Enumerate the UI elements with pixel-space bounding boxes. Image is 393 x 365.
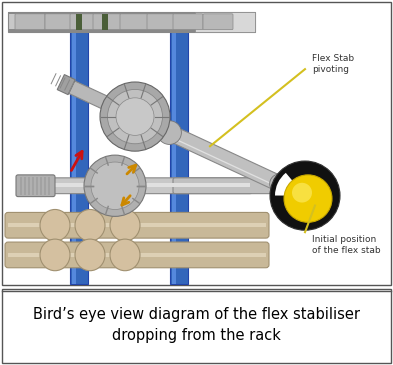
Bar: [8, 29, 255, 32]
FancyBboxPatch shape: [45, 14, 75, 30]
Bar: [8, 12, 255, 32]
Bar: [195, 12, 255, 32]
FancyBboxPatch shape: [203, 14, 233, 30]
Ellipse shape: [116, 98, 154, 135]
FancyBboxPatch shape: [173, 14, 203, 30]
Ellipse shape: [157, 121, 182, 145]
Bar: [28, 177, 30, 195]
Wedge shape: [275, 173, 305, 196]
Ellipse shape: [91, 162, 139, 210]
Text: Bird’s eye view diagram of the flex stabiliser
dropping from the rack: Bird’s eye view diagram of the flex stab…: [33, 307, 360, 343]
Ellipse shape: [75, 239, 105, 271]
Ellipse shape: [110, 239, 140, 271]
Bar: [70, 32, 88, 284]
Bar: [50, 183, 250, 187]
Circle shape: [270, 161, 340, 230]
Bar: [20, 177, 22, 195]
Ellipse shape: [270, 174, 290, 194]
Ellipse shape: [84, 155, 146, 216]
Text: Flex Stab
pivoting: Flex Stab pivoting: [312, 54, 354, 74]
Ellipse shape: [40, 239, 70, 271]
Bar: [76, 14, 82, 30]
Polygon shape: [132, 110, 309, 203]
FancyBboxPatch shape: [5, 242, 269, 268]
FancyBboxPatch shape: [5, 212, 269, 238]
FancyBboxPatch shape: [16, 175, 55, 197]
Bar: [44, 177, 46, 195]
Bar: [48, 177, 50, 195]
FancyBboxPatch shape: [15, 14, 45, 30]
Bar: [72, 32, 76, 284]
Bar: [8, 253, 266, 257]
Bar: [170, 32, 188, 284]
Ellipse shape: [108, 89, 162, 144]
FancyBboxPatch shape: [48, 178, 252, 194]
Text: Initial position
of the flex stab: Initial position of the flex stab: [312, 235, 381, 254]
FancyBboxPatch shape: [120, 14, 150, 30]
FancyBboxPatch shape: [70, 14, 100, 30]
Polygon shape: [57, 74, 75, 95]
Bar: [24, 177, 26, 195]
Circle shape: [284, 175, 332, 222]
Polygon shape: [69, 81, 138, 123]
Ellipse shape: [100, 82, 170, 151]
FancyBboxPatch shape: [93, 14, 123, 30]
Bar: [8, 12, 255, 14]
FancyBboxPatch shape: [173, 178, 277, 194]
Circle shape: [292, 183, 312, 203]
Ellipse shape: [110, 210, 140, 241]
Polygon shape: [133, 119, 304, 199]
Bar: [36, 177, 38, 195]
Bar: [40, 177, 42, 195]
Bar: [102, 14, 108, 30]
Ellipse shape: [75, 210, 105, 241]
FancyBboxPatch shape: [147, 14, 177, 30]
Bar: [172, 32, 176, 284]
Bar: [32, 177, 34, 195]
Ellipse shape: [40, 210, 70, 241]
Bar: [8, 223, 266, 227]
